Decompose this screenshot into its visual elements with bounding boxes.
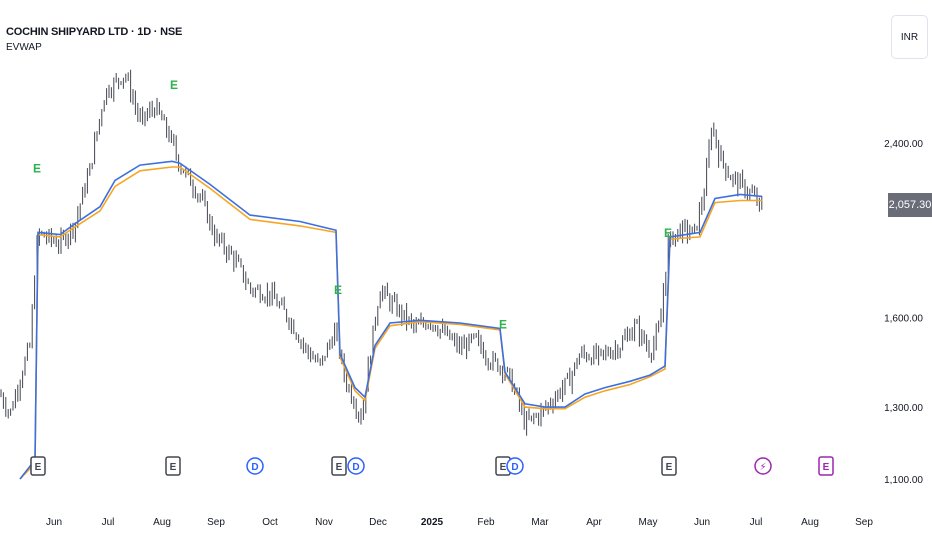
earnings-badge-shape xyxy=(331,456,347,476)
upcoming-earnings-badge[interactable]: E xyxy=(818,456,834,476)
y-tick-label: 1,100.00 xyxy=(884,475,923,486)
dividend-badge-shape xyxy=(347,457,365,475)
x-tick-label: May xyxy=(639,517,658,528)
earnings-badge-label: E xyxy=(35,462,42,473)
x-tick-label: Jul xyxy=(750,517,763,528)
last-price-tag: 2,057.30 xyxy=(888,193,932,217)
earnings-badge-shape xyxy=(30,456,46,476)
y-tick-label: 2,400.00 xyxy=(884,139,923,150)
evwap-orange-line xyxy=(19,166,762,480)
earnings-marker-label: E xyxy=(499,318,507,332)
dividend-badge[interactable]: D xyxy=(246,457,264,475)
dividend-badge-shape xyxy=(506,457,524,475)
indicator-label[interactable]: EVWAP xyxy=(6,42,42,53)
earnings-markers: E E E E E xyxy=(33,78,672,331)
dividend-badge[interactable]: D xyxy=(506,457,524,475)
earnings-badge[interactable]: E xyxy=(165,456,181,476)
earnings-badge-shape xyxy=(661,456,677,476)
upcoming-earnings-badge-label: E xyxy=(823,462,830,473)
dividend-badge-label: D xyxy=(352,462,359,473)
x-tick-label: Jun xyxy=(46,517,62,528)
earnings-marker-label: E xyxy=(664,226,672,240)
upcoming-earnings-badge-shape xyxy=(818,456,834,476)
dividend-badge-label: D xyxy=(251,462,258,473)
earnings-badge-label: E xyxy=(500,462,507,473)
earnings-badge-label: E xyxy=(170,462,177,473)
earnings-marker-label: E xyxy=(33,162,41,176)
currency-button[interactable]: INR xyxy=(891,15,928,59)
event-badges[interactable]: E E D E D E D E ⚡ E xyxy=(30,456,834,476)
x-tick-label: Sep xyxy=(207,517,225,528)
earnings-marker-label: E xyxy=(170,78,178,92)
earnings-badge[interactable]: E xyxy=(331,456,347,476)
earnings-badge-shape xyxy=(165,456,181,476)
x-tick-label: Aug xyxy=(153,517,171,528)
x-tick-label: Feb xyxy=(477,517,495,528)
symbol-title[interactable]: COCHIN SHIPYARD LTD · 1D · NSE xyxy=(6,26,183,38)
dividend-badge[interactable]: D xyxy=(347,457,365,475)
split-badge[interactable]: ⚡ xyxy=(754,457,772,475)
earnings-badge-label: E xyxy=(666,462,673,473)
x-tick-label: Jul xyxy=(102,517,115,528)
evwap-blue-line xyxy=(19,160,763,480)
earnings-marker-label: E xyxy=(334,283,342,297)
x-tick-label: Aug xyxy=(801,517,819,528)
x-tick-label: Dec xyxy=(369,517,387,528)
dividend-badge-shape xyxy=(246,457,264,475)
earnings-badge-label: E xyxy=(336,462,343,473)
y-tick-label: 1,600.00 xyxy=(884,314,923,325)
x-tick-label: Nov xyxy=(315,517,333,528)
dividend-badge-label: D xyxy=(511,462,518,473)
earnings-badge[interactable]: E xyxy=(30,456,46,476)
earnings-badge[interactable]: E xyxy=(661,456,677,476)
x-tick-label: Apr xyxy=(586,517,602,528)
x-tick-label: 2025 xyxy=(421,517,444,528)
price-axis[interactable]: 2,400.00 1,600.00 1,300.00 1,100.00 xyxy=(884,139,923,486)
y-tick-label: 1,300.00 xyxy=(884,403,923,414)
split-badge-shape xyxy=(754,457,772,475)
x-tick-label: Oct xyxy=(262,517,278,528)
time-axis[interactable]: Jun Jul Aug Sep Oct Nov Dec 2025 Feb Mar Apr May Jun… xyxy=(46,517,873,528)
split-badge-label: ⚡ xyxy=(759,462,766,473)
evwap-lines xyxy=(19,160,763,480)
x-tick-label: Mar xyxy=(531,517,549,528)
x-tick-label: Sep xyxy=(855,517,873,528)
x-tick-label: Jun xyxy=(694,517,710,528)
candlestick-series xyxy=(0,69,763,436)
